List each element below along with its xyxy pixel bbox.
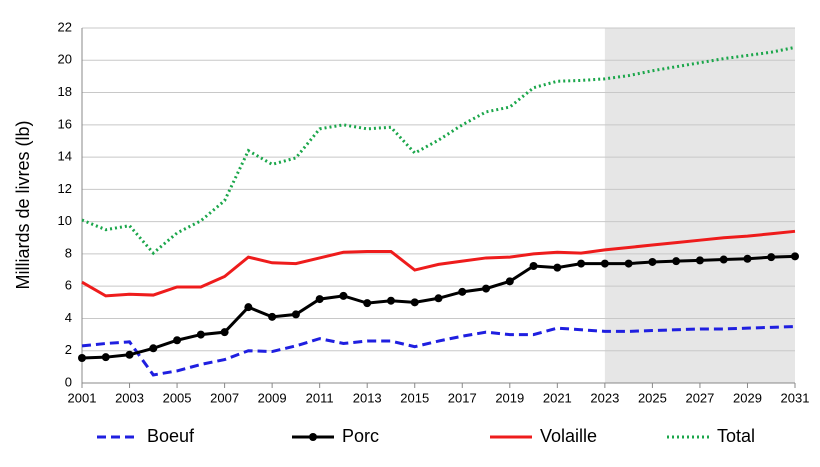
point <box>268 312 277 321</box>
point <box>458 287 467 296</box>
point <box>719 255 728 264</box>
y-tick-label: 10 <box>58 213 72 228</box>
point <box>767 253 776 262</box>
point <box>624 259 633 268</box>
point <box>363 299 372 308</box>
point <box>196 330 205 339</box>
x-tick-label: 2003 <box>115 390 144 405</box>
x-tick-label: 2031 <box>781 390 810 405</box>
y-tick-label: 14 <box>58 149 72 164</box>
point <box>482 284 491 293</box>
x-tick-label: 2011 <box>306 390 334 405</box>
point <box>505 277 514 286</box>
y-tick-label: 2 <box>65 342 72 357</box>
x-tick-label: 2005 <box>163 390 192 405</box>
point <box>125 350 134 359</box>
legend-label: Volaille <box>540 426 597 446</box>
x-tick-label: 2015 <box>400 390 429 405</box>
point <box>600 259 609 268</box>
legend-label: Boeuf <box>147 426 195 446</box>
point <box>149 344 158 353</box>
point <box>791 252 799 261</box>
legend-marker <box>309 433 317 441</box>
point <box>220 328 229 337</box>
x-tick-label: 2027 <box>685 390 714 405</box>
x-tick-label: 2021 <box>543 390 572 405</box>
series-line <box>81 325 796 377</box>
point <box>173 336 182 345</box>
point <box>339 291 348 300</box>
point <box>434 294 443 303</box>
y-tick-label: 16 <box>58 116 72 131</box>
x-tick-label: 2025 <box>638 390 667 405</box>
projection-shade <box>604 28 795 383</box>
point <box>648 257 657 266</box>
y-tick-label: 22 <box>58 19 72 34</box>
legend-label: Total <box>717 426 755 446</box>
y-tick-label: 18 <box>58 84 72 99</box>
point <box>672 257 681 266</box>
point <box>410 298 419 307</box>
point <box>553 263 562 272</box>
y-tick-label: 4 <box>65 310 72 325</box>
x-tick-label: 2017 <box>448 390 477 405</box>
x-tick-label: 2013 <box>353 390 382 405</box>
point <box>529 262 538 271</box>
y-tick-label: 8 <box>65 245 72 260</box>
x-tick-label: 2023 <box>590 390 619 405</box>
point <box>291 310 300 319</box>
x-tick-label: 2001 <box>68 390 97 405</box>
point <box>695 256 704 265</box>
y-tick-label: 6 <box>65 278 72 293</box>
point <box>386 296 395 305</box>
x-tick-label: 2007 <box>210 390 239 405</box>
point <box>244 303 253 312</box>
y-axis-label: Milliards de livres (lb) <box>13 120 33 289</box>
point <box>315 295 324 304</box>
x-tick-label: 2019 <box>495 390 524 405</box>
y-tick-label: 20 <box>58 52 72 67</box>
x-tick-label: 2029 <box>733 390 762 405</box>
point <box>101 353 110 362</box>
y-tick-label: 0 <box>65 374 72 389</box>
point <box>577 259 586 268</box>
y-tick-label: 12 <box>58 181 72 196</box>
legend-label: Porc <box>342 426 379 446</box>
series-line <box>81 229 796 298</box>
point <box>743 254 752 263</box>
point <box>78 353 86 362</box>
x-tick-label: 2009 <box>258 390 287 405</box>
